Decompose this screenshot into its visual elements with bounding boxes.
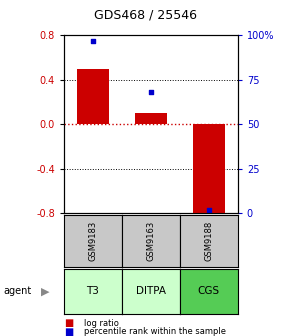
Bar [193, 124, 225, 213]
Text: log ratio: log ratio [84, 319, 119, 328]
Text: CGS: CGS [198, 287, 220, 296]
Text: DITPA: DITPA [136, 287, 166, 296]
Bar [135, 113, 167, 124]
Text: ■: ■ [64, 327, 73, 336]
Text: GSM9163: GSM9163 [146, 221, 155, 261]
Point [148, 90, 153, 95]
Text: GDS468 / 25546: GDS468 / 25546 [93, 9, 197, 22]
Bar [77, 69, 109, 124]
Text: ■: ■ [64, 318, 73, 328]
Point [90, 38, 95, 43]
Text: agent: agent [3, 287, 31, 296]
Text: ▶: ▶ [41, 287, 49, 296]
Point [206, 207, 211, 212]
Text: T3: T3 [86, 287, 99, 296]
Text: GSM9188: GSM9188 [204, 221, 213, 261]
Text: GSM9183: GSM9183 [88, 221, 97, 261]
Text: percentile rank within the sample: percentile rank within the sample [84, 328, 226, 336]
